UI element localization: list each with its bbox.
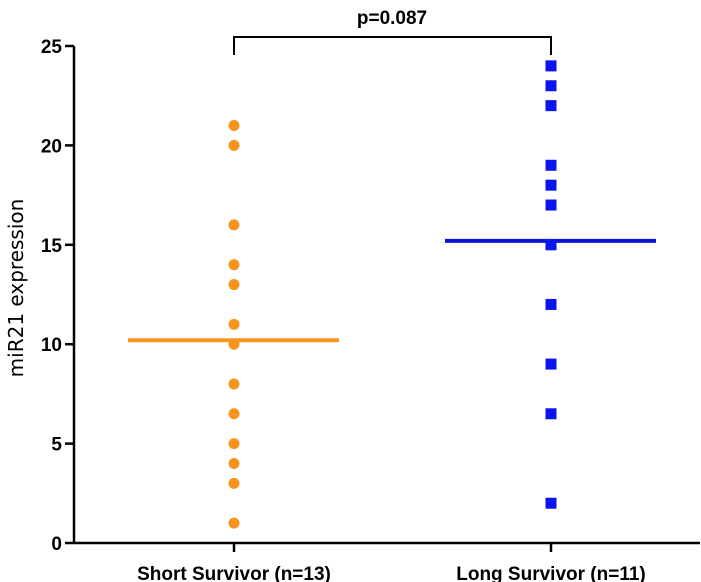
data-point [545,408,557,420]
data-point [545,199,557,211]
data-point [228,279,240,291]
p-value-annotation: p=0.087 [357,8,427,29]
y-tick-label: 5 [51,435,62,456]
data-point [228,120,240,132]
data-point [228,408,240,420]
significance-bracket [233,36,552,55]
data-points [228,60,557,529]
data-point [228,438,240,450]
data-point [545,239,557,251]
data-point [545,497,557,509]
mean-lines [128,238,656,343]
y-axis: 0 5 10 15 20 25 [41,37,76,555]
y-tick-label: 20 [41,136,62,157]
x-category-label: Short Survivor (n=13) [137,564,331,582]
data-point [228,139,240,151]
data-point [228,517,240,529]
x-axis: Short Survivor (n=13) Long Survivor (n=11… [74,541,700,582]
y-tick-label: 0 [51,534,62,555]
data-point [228,318,240,330]
data-point [545,298,557,310]
y-axis-title: miR21 expression [4,199,28,378]
data-point [228,457,240,469]
data-point [545,179,557,191]
data-point [228,477,240,489]
y-tick-label: 25 [41,37,63,58]
data-point [545,100,557,112]
bracket-line [233,36,552,55]
y-tick-label: 15 [41,236,63,257]
data-point [545,159,557,171]
data-point [228,219,240,231]
x-category-label: Long Survivor (n=11) [456,564,646,582]
data-point [228,378,240,390]
data-point [228,259,240,271]
y-tick-label: 10 [41,335,62,356]
data-point [545,358,557,370]
data-point [545,60,557,72]
data-point [545,80,557,92]
data-point [228,338,240,350]
